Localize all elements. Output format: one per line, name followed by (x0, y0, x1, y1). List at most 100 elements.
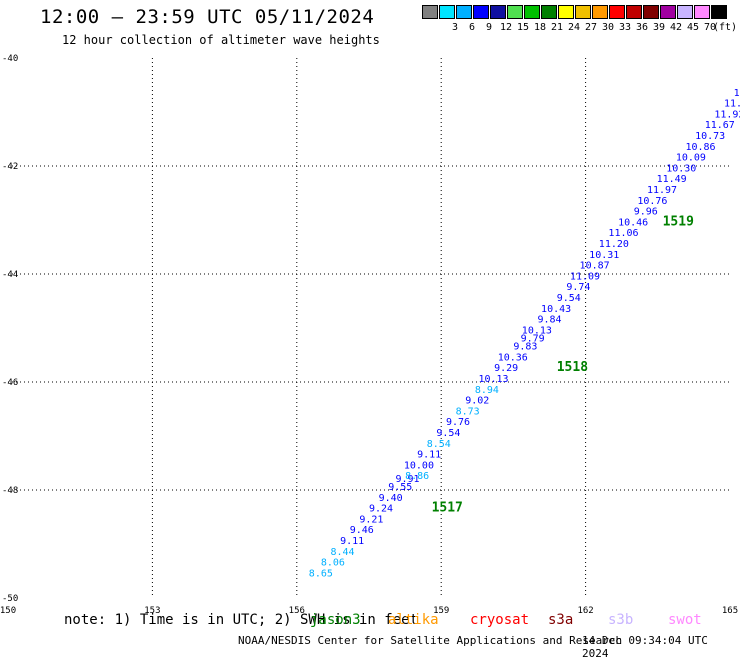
legend-unit: (ft) (713, 22, 738, 33)
wave-height-point: 10.86 (685, 142, 715, 153)
legend-label: 45 (686, 22, 700, 33)
legend-swatch (456, 5, 472, 19)
credit-text: NOAA/NESDIS Center for Satellite Applica… (238, 634, 623, 647)
legend-swatch (524, 5, 540, 19)
x-tick-label: 156 (289, 606, 305, 616)
x-tick-label: 165 (722, 606, 738, 616)
legend-label: 21 (550, 22, 564, 33)
wave-height-point: 9.11 (417, 450, 441, 461)
wave-height-point: 11.06 (608, 228, 638, 239)
wave-height-point: 10.43 (541, 304, 571, 315)
wave-height-point: 8.06 (321, 558, 345, 569)
color-legend: 3 6 9 12 15 18 21 24 27 30 33 36 39 42 45 70 (ft) (422, 5, 737, 35)
wave-height-point: 9.76 (446, 417, 470, 428)
wave-height-point: 9.83 (513, 342, 537, 353)
legend-swatch (575, 5, 591, 19)
wave-height-point: 10.30 (666, 163, 696, 174)
wave-height-point: 11.67 (705, 120, 735, 131)
legend-swatch (558, 5, 574, 19)
wave-height-point: 9.55 (388, 482, 412, 493)
y-tick-label: -50 (2, 594, 18, 604)
wave-height-point: 9.91 (395, 474, 419, 485)
y-tick-label: -40 (2, 54, 18, 64)
wave-height-point: 10.68 (734, 88, 740, 99)
legend-label: 27 (584, 22, 598, 33)
legend-swatch (592, 5, 608, 19)
wave-height-point: 11.20 (599, 239, 629, 250)
generated-timestamp: 14 Dec 09:34:04 UTC 2024 (582, 634, 708, 660)
wave-height-point: 9.29 (494, 363, 518, 374)
wave-height-point: 9.74 (566, 282, 590, 293)
y-tick-label: -44 (2, 270, 18, 280)
mission-label-s3b: s3b (608, 612, 634, 628)
legend-label: 18 (533, 22, 547, 33)
wave-height-point: 9.96 (634, 207, 658, 218)
pass-number-label: 1519 (663, 214, 694, 229)
legend-label: 3 (451, 22, 459, 33)
legend-swatch (490, 5, 506, 19)
wave-height-point: 9.54 (436, 428, 460, 439)
wave-height-point: 10.00 (404, 460, 434, 471)
wave-height-point: 10.76 (637, 196, 667, 207)
note-text: note: 1) Time is in UTC; 2) SWH is in fe… (64, 612, 419, 628)
legend-label: 33 (618, 22, 632, 33)
wave-height-point: 11.09 (570, 271, 600, 282)
wave-height-point: 8.86 (405, 471, 429, 482)
legend-swatch (643, 5, 659, 19)
legend-swatch (660, 5, 676, 19)
chart-title: 12:00 – 23:59 UTC 05/11/2024 (40, 6, 375, 28)
wave-height-point: 9.11 (340, 536, 364, 547)
mission-label-altika: altika (388, 612, 439, 628)
y-tick-label: -42 (2, 162, 18, 172)
legend-label: 9 (485, 22, 493, 33)
legend-swatch (439, 5, 455, 19)
legend-swatch (507, 5, 523, 19)
legend-label: 24 (567, 22, 581, 33)
wave-height-point: 8.73 (456, 406, 480, 417)
wave-height-point: 10.13 (522, 325, 552, 336)
wave-height-point: 9.84 (537, 315, 561, 326)
legend-label: 36 (635, 22, 649, 33)
legend-swatch (677, 5, 693, 19)
wave-height-point: 11.49 (657, 174, 687, 185)
wave-height-point: 9.02 (465, 396, 489, 407)
wave-height-point: 10.09 (676, 153, 706, 164)
legend-label: 6 (468, 22, 476, 33)
legend-swatch (422, 5, 438, 19)
legend-label: 12 (499, 22, 513, 33)
legend-swatch (694, 5, 710, 19)
wave-height-point: 8.54 (427, 439, 451, 450)
wave-height-point: 10.36 (498, 352, 528, 363)
wave-height-point: 8.65 (309, 568, 333, 579)
x-tick-label: 150 (0, 606, 16, 616)
wave-height-point: 9.54 (557, 293, 581, 304)
x-tick-label: 162 (577, 606, 593, 616)
wave-height-point: 11.92 (714, 109, 740, 120)
mission-label-swot: swot (668, 612, 702, 628)
wave-height-point: 10.87 (580, 261, 610, 272)
mission-label-jason3: jason3 (310, 612, 361, 628)
legend-label: 30 (601, 22, 615, 33)
wave-height-point: 9.79 (521, 334, 545, 345)
wave-height-point: 11.25 (724, 99, 740, 110)
y-tick-label: -48 (2, 486, 18, 496)
wave-height-point: 10.31 (589, 250, 619, 261)
legend-swatch (711, 5, 727, 19)
wave-height-point: 11.97 (647, 185, 677, 196)
chart-subtitle: 12 hour collection of altimeter wave hei… (62, 33, 380, 47)
legend-label: 39 (652, 22, 666, 33)
wave-height-point: 9.46 (350, 525, 374, 536)
y-tick-label: -46 (2, 378, 18, 388)
mission-label-s3a: s3a (548, 612, 574, 628)
wave-height-point: 8.94 (475, 385, 499, 396)
wave-height-point: 10.13 (478, 374, 508, 385)
legend-swatch (626, 5, 642, 19)
x-tick-label: 159 (433, 606, 449, 616)
wave-height-point: 9.24 (369, 504, 393, 515)
wave-height-point: 8.44 (330, 547, 354, 558)
legend-label: 15 (516, 22, 530, 33)
wave-height-point: 9.21 (359, 514, 383, 525)
wave-height-point: 9.40 (379, 493, 403, 504)
wave-height-point: 10.73 (695, 131, 725, 142)
